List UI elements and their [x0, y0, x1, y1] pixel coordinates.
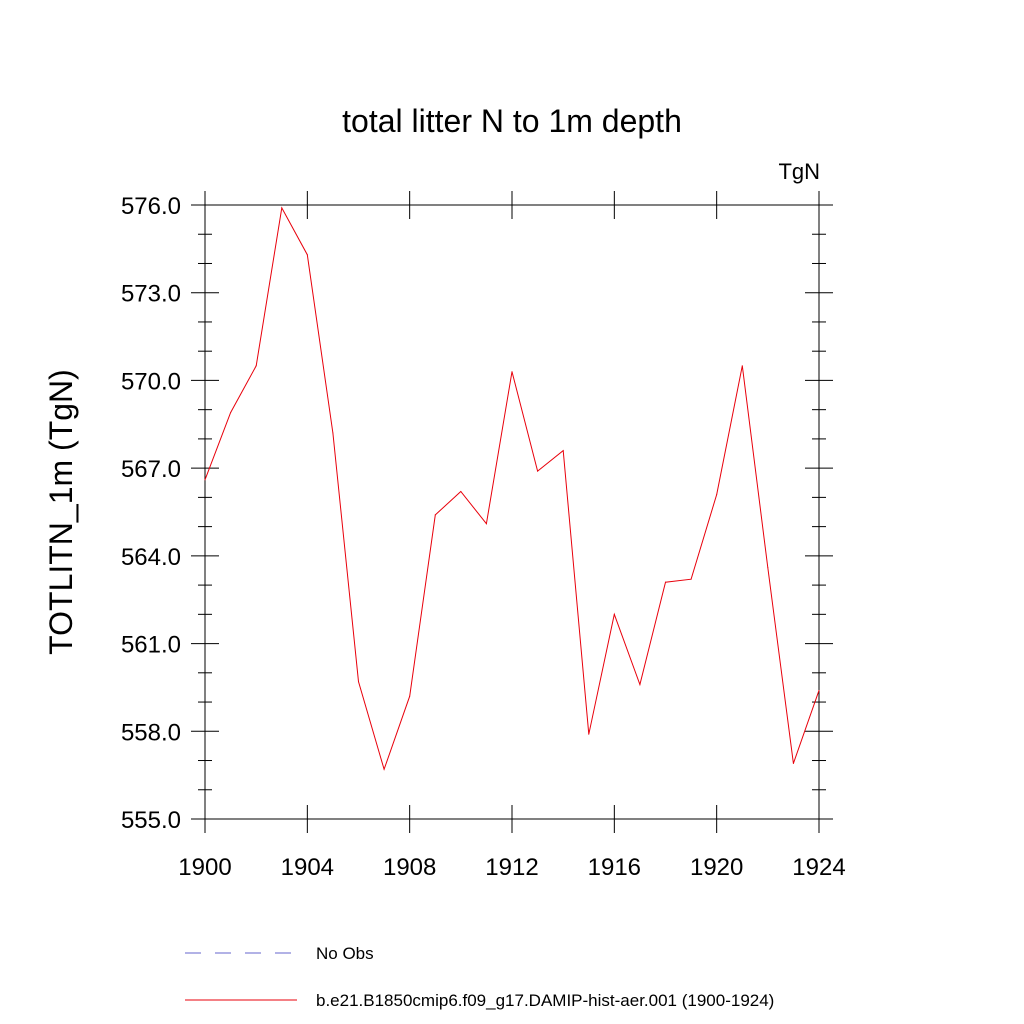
y-tick-label: 555.0: [121, 807, 181, 834]
data-point: [255, 365, 257, 367]
data-point: [792, 762, 794, 764]
data-point: [332, 432, 334, 434]
data-point: [639, 684, 641, 686]
series-layer: [204, 206, 820, 771]
data-point: [281, 207, 283, 209]
data-point: [230, 412, 232, 414]
chart-title: total litter N to 1m depth: [342, 103, 682, 139]
y-tick-label: 567.0: [121, 456, 181, 483]
x-tick-label: 1912: [485, 854, 538, 881]
data-point: [562, 450, 564, 452]
y-axis-label: TOTLITN_1m (TgN): [43, 369, 79, 655]
plot-frame: [204, 204, 820, 820]
data-point: [306, 254, 308, 256]
series-line-0: [204, 206, 820, 771]
legend-label-series: b.e21.B1850cmip6.f09_g17.DAMIP-hist-aer.…: [316, 991, 774, 1010]
y-tick-label: 570.0: [121, 368, 181, 395]
x-tick-label: 1908: [383, 854, 436, 881]
y-tick-label: 558.0: [121, 719, 181, 746]
y-tick-label: 561.0: [121, 632, 181, 659]
y-tick-label: 573.0: [121, 281, 181, 308]
data-point: [537, 470, 539, 472]
data-point: [511, 371, 513, 373]
data-point: [409, 695, 411, 697]
data-point: [818, 689, 820, 691]
units-label: TgN: [778, 159, 820, 184]
data-point: [741, 365, 743, 367]
x-tick-label: 1904: [281, 854, 334, 881]
data-point: [460, 491, 462, 493]
data-point: [204, 479, 206, 481]
x-tick-label: 1916: [588, 854, 641, 881]
legend: No Obs b.e21.B1850cmip6.f09_g17.DAMIP-hi…: [185, 944, 774, 1010]
y-tick-label: 564.0: [121, 544, 181, 571]
data-point: [485, 523, 487, 525]
x-tick-label: 1900: [178, 854, 231, 881]
x-tick-labels: 1900 1904 1908 1912 1916 1920 1924: [178, 854, 845, 881]
data-point: [358, 681, 359, 683]
x-tick-label: 1920: [690, 854, 743, 881]
x-tick-label: 1924: [792, 854, 845, 881]
data-point: [716, 493, 718, 495]
y-tick-labels: 555.0 558.0 561.0 564.0 567.0 570.0 573.0 576.0: [121, 193, 181, 834]
data-point: [434, 514, 436, 516]
data-point: [383, 768, 385, 770]
data-point: [588, 733, 590, 735]
legend-label-no-obs: No Obs: [316, 944, 374, 963]
data-point: [613, 613, 615, 615]
axis-ticks: [191, 191, 833, 833]
data-point: [690, 578, 692, 580]
y-tick-label: 576.0: [121, 193, 181, 220]
data-point: [665, 581, 666, 583]
data-point: [767, 567, 769, 569]
